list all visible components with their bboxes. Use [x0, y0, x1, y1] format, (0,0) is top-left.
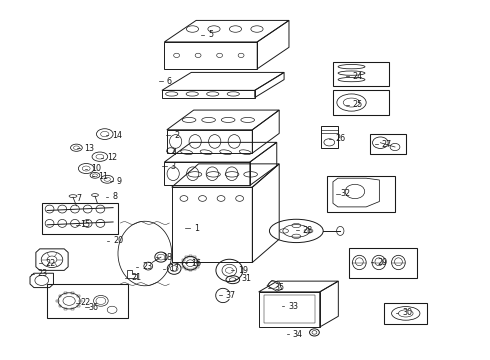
Bar: [264, 296, 315, 323]
Text: 7: 7: [76, 194, 81, 203]
Text: 34: 34: [293, 330, 303, 339]
Bar: [321, 126, 338, 148]
Text: 33: 33: [288, 302, 298, 311]
Text: 15: 15: [80, 220, 91, 229]
Text: 13: 13: [84, 144, 94, 153]
Text: 36: 36: [89, 303, 98, 312]
Text: 17: 17: [169, 265, 179, 274]
Text: 27: 27: [382, 140, 392, 149]
Text: 22: 22: [80, 298, 91, 307]
Text: 23: 23: [38, 269, 48, 278]
Text: 31: 31: [241, 274, 251, 283]
Text: 5: 5: [208, 30, 214, 39]
Text: 2: 2: [174, 131, 179, 140]
Bar: [193, 256, 196, 258]
Bar: [42, 203, 118, 234]
Text: 29: 29: [377, 258, 387, 267]
Bar: [185, 268, 188, 270]
Text: 24: 24: [352, 72, 363, 81]
Bar: [64, 292, 67, 294]
Text: 32: 32: [340, 189, 350, 198]
Bar: [333, 90, 389, 115]
Bar: [182, 266, 185, 268]
Text: 35: 35: [274, 283, 284, 292]
Text: 14: 14: [112, 131, 122, 140]
Text: 23: 23: [143, 262, 152, 271]
Text: 28: 28: [303, 226, 313, 235]
Bar: [77, 295, 80, 297]
Bar: [369, 134, 406, 154]
Bar: [58, 295, 61, 297]
Text: 19: 19: [238, 266, 248, 275]
Bar: [77, 305, 80, 307]
Bar: [64, 308, 67, 310]
Text: 8: 8: [112, 192, 117, 201]
Bar: [58, 305, 61, 307]
Bar: [71, 308, 74, 310]
Text: 30: 30: [402, 308, 412, 317]
Text: 6: 6: [167, 77, 172, 86]
Bar: [56, 300, 59, 302]
Bar: [327, 176, 395, 212]
Bar: [384, 303, 427, 324]
Text: 18: 18: [162, 253, 172, 262]
Bar: [196, 258, 199, 261]
Text: 26: 26: [335, 134, 345, 143]
Bar: [197, 262, 200, 264]
Bar: [47, 284, 128, 318]
Text: 4: 4: [171, 148, 176, 157]
Bar: [79, 300, 82, 302]
Bar: [180, 262, 183, 264]
Bar: [185, 256, 188, 258]
Bar: [182, 258, 185, 261]
Bar: [333, 62, 389, 86]
Text: 11: 11: [98, 172, 108, 181]
Text: 25: 25: [352, 100, 363, 109]
Text: 9: 9: [117, 176, 122, 185]
Bar: [71, 292, 74, 294]
Text: 1: 1: [194, 224, 199, 233]
Bar: [348, 248, 417, 278]
Bar: [196, 266, 199, 268]
Text: 16: 16: [191, 259, 201, 268]
Text: 21: 21: [131, 273, 141, 282]
Text: 22: 22: [46, 259, 56, 268]
Bar: [189, 269, 192, 271]
Bar: [189, 255, 192, 257]
Text: 20: 20: [113, 237, 123, 246]
Text: 3: 3: [171, 162, 176, 171]
Text: 10: 10: [91, 165, 101, 174]
Bar: [193, 268, 196, 270]
Text: 37: 37: [225, 291, 236, 300]
Text: 12: 12: [107, 153, 117, 162]
